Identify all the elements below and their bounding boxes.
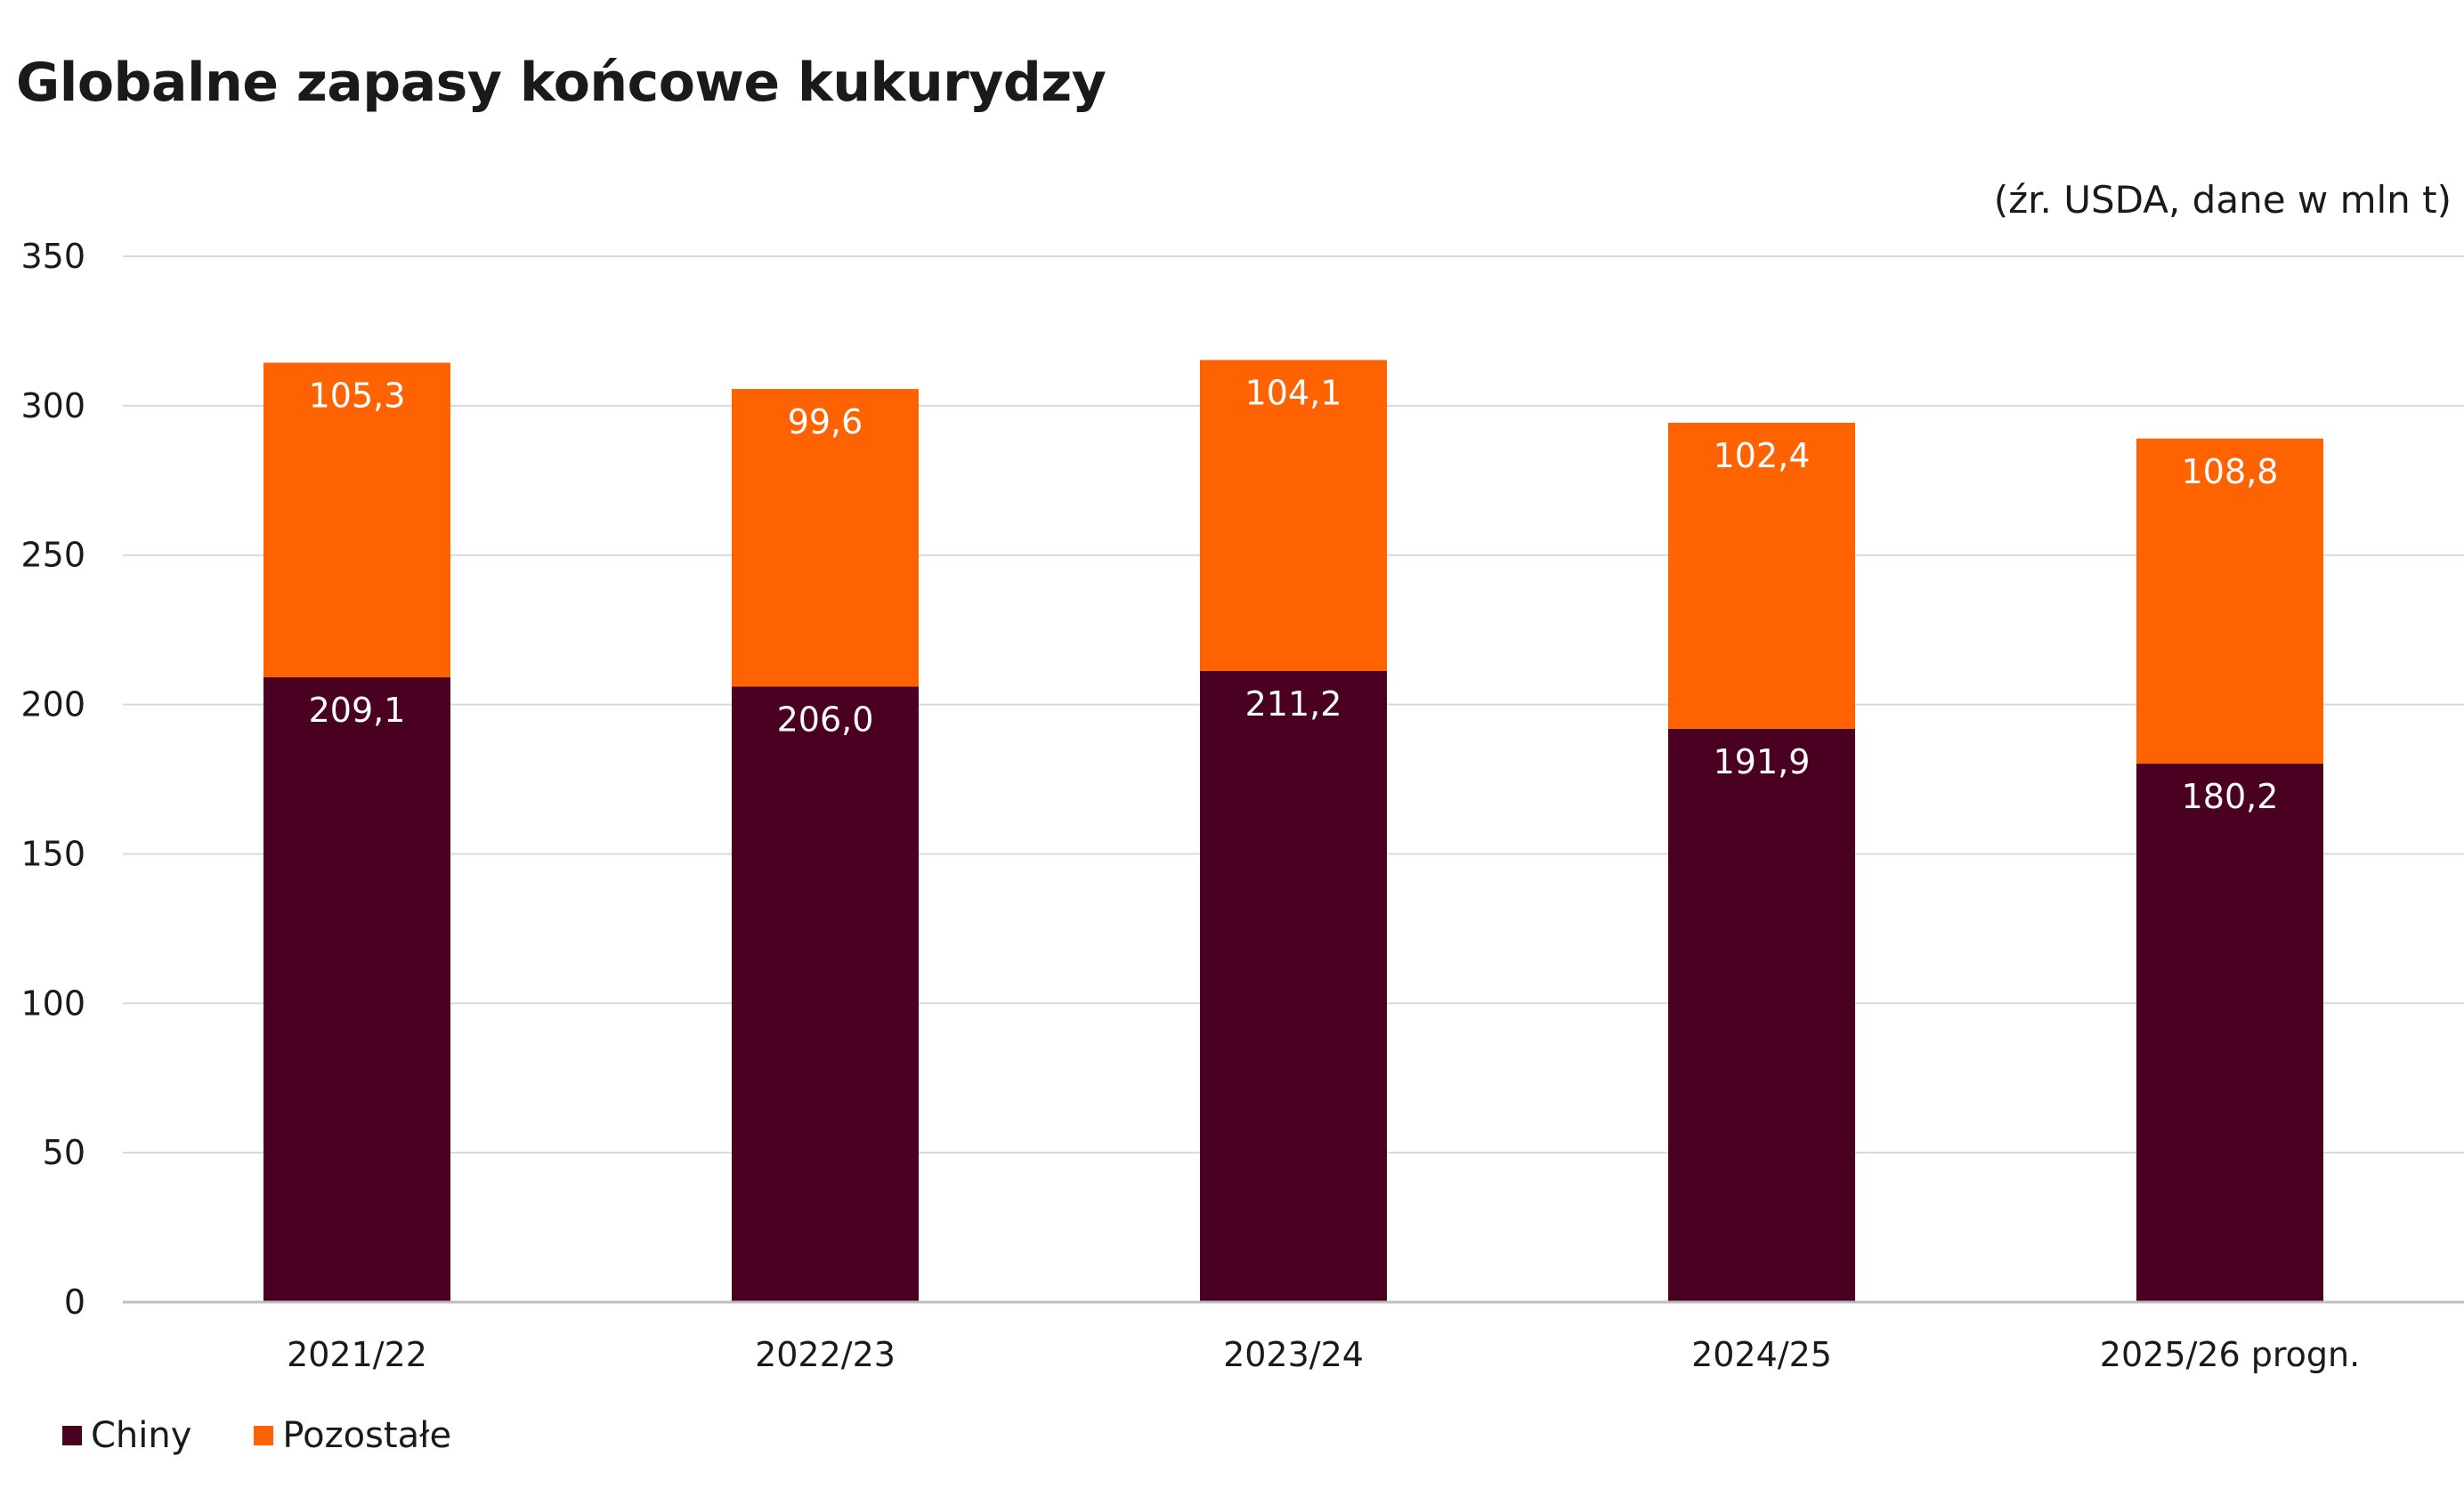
legend-item-chiny: Chiny — [62, 1415, 191, 1456]
data-label: 105,3 — [309, 376, 406, 416]
data-label: 102,4 — [1714, 436, 1811, 475]
bar-pozostale — [263, 362, 450, 678]
bar-chiny — [1668, 728, 1855, 1302]
data-label: 104,1 — [1245, 373, 1342, 412]
data-label: 180,2 — [2182, 777, 2279, 816]
bar-pozostale — [1200, 360, 1387, 671]
bar-chiny — [732, 686, 919, 1302]
x-tick-label: 2022/23 — [755, 1335, 896, 1374]
y-tick-label: 50 — [43, 1133, 85, 1172]
x-tick-label: 2023/24 — [1223, 1335, 1364, 1374]
data-label: 211,2 — [1245, 684, 1342, 724]
legend-swatch-chiny — [62, 1426, 82, 1445]
y-tick-label: 150 — [20, 834, 85, 873]
x-tick-label: 2021/22 — [287, 1335, 427, 1374]
y-tick-label: 200 — [20, 685, 85, 724]
legend-swatch-pozostale — [254, 1426, 274, 1445]
data-label: 206,0 — [777, 700, 874, 739]
y-tick-label: 0 — [64, 1283, 85, 1322]
bar-pozostale — [732, 389, 919, 687]
source-note: (źr. USDA, dane w mln t) — [1993, 178, 2452, 222]
bar-chiny — [263, 677, 450, 1302]
y-tick-label: 250 — [20, 536, 85, 575]
x-tick-label: 2025/26 progn. — [2100, 1335, 2360, 1374]
data-label: 99,6 — [788, 402, 863, 441]
bar-pozostale — [2136, 438, 2323, 765]
legend-label-pozostale: Pozostałe — [282, 1415, 452, 1456]
y-tick-label: 350 — [20, 237, 85, 276]
bar-chiny — [1200, 670, 1387, 1302]
data-label: 191,9 — [1714, 742, 1811, 781]
x-tick-label: 2024/25 — [1691, 1335, 1832, 1374]
chart-title: Globalne zapasy końcowe kukurydzy — [16, 52, 1106, 114]
bar-chiny — [2136, 764, 2323, 1302]
data-label: 209,1 — [309, 691, 406, 730]
legend: Chiny Pozostałe — [62, 1415, 514, 1456]
data-label: 108,8 — [2182, 452, 2279, 491]
bar-pozostale — [1668, 422, 1855, 729]
y-tick-label: 300 — [20, 386, 85, 425]
legend-label-chiny: Chiny — [91, 1415, 192, 1456]
legend-item-pozostale: Pozostałe — [254, 1415, 451, 1456]
y-tick-label: 100 — [20, 983, 85, 1023]
